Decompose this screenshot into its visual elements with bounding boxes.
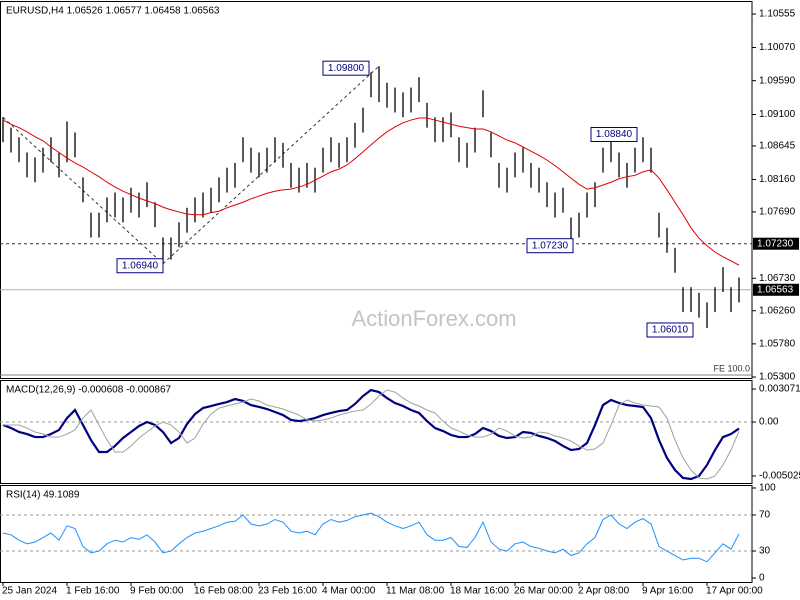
- panel-title: RSI(14) 49.1089: [6, 490, 80, 501]
- y-tick-label: 1.08160: [759, 174, 796, 185]
- axis-price-label: 1.07230: [757, 238, 794, 249]
- x-tick-label: 25 Jan 2024: [2, 586, 57, 597]
- y-tick-label: 0.003071: [759, 384, 800, 395]
- panel-title: EURUSD,H4 1.06526 1.06577 1.06458 1.0656…: [6, 6, 220, 17]
- x-tick-label: 23 Feb 16:00: [258, 586, 317, 597]
- panel-frame: [0, 485, 753, 583]
- y-tick-label: 1.06730: [759, 273, 796, 284]
- y-tick-label: 1.07690: [759, 207, 796, 218]
- indicator-line: [3, 389, 740, 480]
- x-tick-label: 2 Apr 08:00: [578, 586, 630, 597]
- x-tick-label: 18 Mar 16:00: [450, 586, 509, 597]
- y-tick-label: 1.10070: [759, 42, 796, 53]
- axis-price-box: [753, 283, 799, 296]
- price-annotation-box: [322, 60, 370, 76]
- watermark: ActionForex.com: [351, 306, 516, 331]
- x-tick-label: 17 Apr 00:00: [706, 586, 763, 597]
- axis-price-label: 1.06563: [757, 284, 794, 295]
- x-tick-label: 26 Mar 00:00: [514, 586, 573, 597]
- y-tick-label: 0.00: [759, 417, 779, 428]
- trend-line: [162, 65, 380, 265]
- y-tick-label: 1.10555: [759, 9, 796, 20]
- y-tick-label: 30: [759, 546, 771, 557]
- x-tick-label: 9 Apr 16:00: [642, 586, 694, 597]
- axis-price-box: [753, 237, 799, 250]
- x-tick-label: 4 Mar 00:00: [322, 586, 376, 597]
- indicator-line: [2, 388, 740, 481]
- y-tick-label: 1.05300: [759, 372, 796, 383]
- y-tick-label: 1.09100: [759, 109, 796, 120]
- panel-frame: [0, 1, 753, 379]
- y-tick-label: 70: [759, 510, 771, 521]
- price-annotation: 1.06010: [652, 325, 689, 336]
- y-tick-label: -0.005025: [759, 471, 800, 482]
- y-tick-label: 1.05780: [759, 339, 796, 350]
- price-annotation-box: [116, 258, 164, 274]
- x-tick-label: 1 Feb 16:00: [66, 586, 120, 597]
- y-tick-label: 1.08645: [759, 141, 796, 152]
- price-annotation: 1.07230: [532, 240, 569, 251]
- price-annotation: 1.09800: [328, 63, 365, 74]
- indicator-line: [2, 512, 740, 563]
- y-tick-label: 100: [759, 483, 776, 494]
- price-annotation: 1.06940: [122, 260, 159, 271]
- price-annotation: 1.08840: [596, 129, 633, 140]
- panel-frame: [0, 380, 753, 484]
- y-tick-label: 1.06260: [759, 305, 796, 316]
- fe-label: FE 100.0: [713, 363, 750, 373]
- x-tick-label: 11 Mar 08:00: [386, 586, 445, 597]
- price-annotation-box: [590, 126, 638, 142]
- y-tick-label: 1.09590: [759, 75, 796, 86]
- moving-average: [2, 117, 740, 266]
- price-annotation-box: [646, 322, 694, 338]
- panel-title: MACD(12,26,9) -0.000608 -0.000867: [6, 385, 172, 396]
- x-tick-label: 16 Feb 08:00: [194, 586, 253, 597]
- y-tick-label: 0: [759, 573, 765, 584]
- price-annotation-box: [526, 238, 574, 254]
- x-tick-label: 9 Feb 00:00: [130, 586, 184, 597]
